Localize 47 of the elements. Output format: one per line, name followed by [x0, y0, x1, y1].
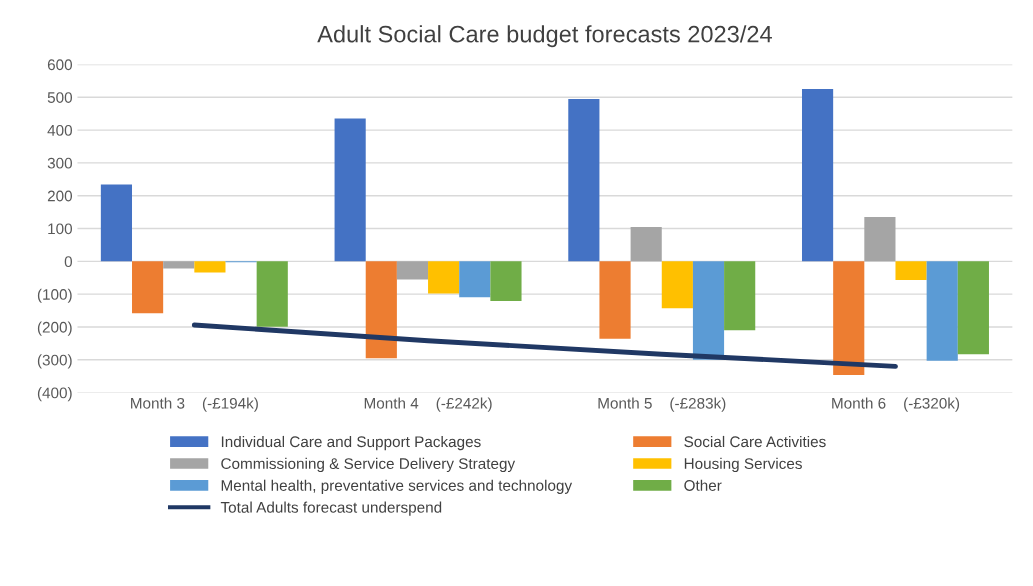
bar — [926, 261, 958, 361]
bar — [692, 261, 725, 360]
y-tick-label: 600 — [47, 59, 73, 71]
legend-label: Social Care Activities — [684, 435, 826, 448]
x-tick-label: Month 3 (-£194k) — [131, 397, 258, 412]
bar — [256, 261, 288, 327]
bar — [459, 261, 491, 298]
x-tick-label: Month 4 (-£242k) — [364, 397, 492, 412]
bar — [194, 261, 226, 273]
bar — [957, 261, 989, 355]
y-tick-label: 0 — [64, 256, 73, 268]
bar — [132, 261, 164, 314]
y-tick-label: 100 — [48, 223, 73, 235]
bar — [833, 261, 865, 375]
bar — [802, 89, 834, 262]
y-tick-label: (300) — [37, 354, 72, 369]
bar — [490, 261, 522, 302]
x-tick-label: Month 6 (-£320k) — [832, 397, 960, 412]
legend-label: Total Adults forecast underspend — [220, 501, 442, 516]
y-tick-label: 300 — [47, 157, 73, 169]
bar — [724, 261, 756, 331]
y-tick-label: 200 — [47, 190, 73, 202]
bar — [334, 118, 366, 262]
bar — [661, 261, 693, 309]
legend-label: Housing Services — [684, 457, 802, 473]
bar — [895, 261, 927, 281]
y-tick-label: (400) — [37, 387, 72, 402]
bar — [163, 261, 195, 269]
legend-label: Commissioning & Service Delivery Strategy — [221, 457, 516, 473]
bar — [365, 261, 397, 359]
x-tick-label: Month 5 (-£283k) — [598, 397, 726, 412]
bar — [599, 261, 631, 339]
bar — [100, 184, 133, 262]
line-series — [191, 322, 898, 369]
bar — [864, 217, 896, 262]
chart-title: Adult Social Care budget forecasts 2023/24 — [317, 25, 772, 48]
bar — [630, 226, 662, 262]
y-tick-label: (100) — [37, 288, 72, 303]
y-tick-label: 500 — [47, 92, 73, 103]
y-tick-label: (200) — [37, 321, 72, 336]
legend-label: Mental health, preventative services and technology — [221, 479, 573, 494]
bar — [396, 261, 429, 280]
y-tick-label: 400 — [47, 124, 73, 136]
bar — [568, 98, 600, 262]
legend-label: Individual Care and Support Packages — [221, 435, 481, 451]
legend-label: Other — [684, 479, 722, 491]
bar — [428, 261, 460, 294]
